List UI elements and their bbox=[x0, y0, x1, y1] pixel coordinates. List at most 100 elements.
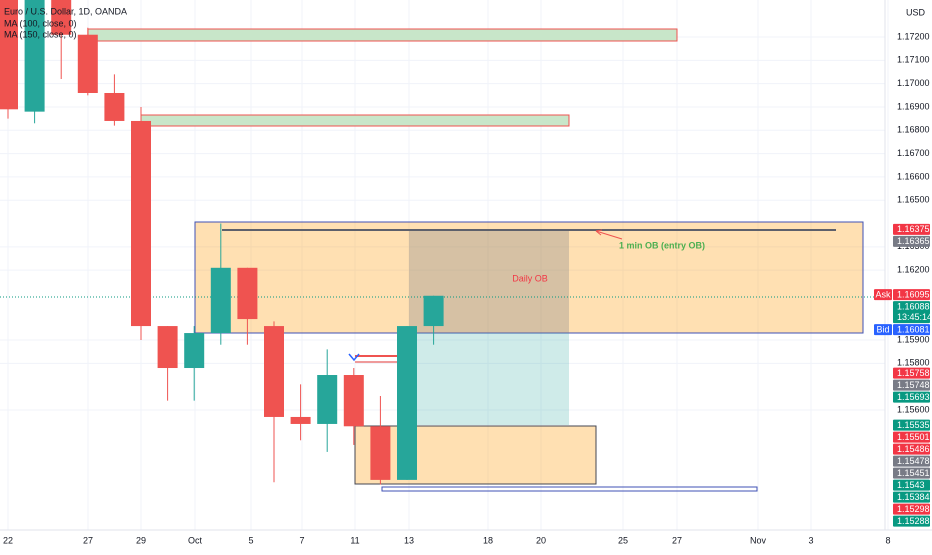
x-tick-label: 20 bbox=[536, 535, 546, 545]
price-tag bbox=[893, 515, 930, 527]
candle-body bbox=[131, 120, 151, 327]
countdown: 13:45:14 bbox=[897, 312, 932, 322]
price-tag-label: 1.15535 bbox=[897, 420, 930, 430]
y-tick-label: 1.16500 bbox=[897, 195, 930, 205]
price-tag-label: 1.15288 bbox=[897, 516, 930, 526]
candle-body bbox=[77, 34, 98, 93]
candles bbox=[0, 0, 444, 485]
price-tag-label: 1.15486 bbox=[897, 444, 930, 454]
candle-body bbox=[51, 0, 72, 35]
target-zone bbox=[409, 333, 569, 425]
x-tick-label: 25 bbox=[618, 535, 628, 545]
candle-body bbox=[24, 0, 45, 112]
x-tick-label: 11 bbox=[350, 535, 359, 545]
axes: 1.17200 1.17100 1.17000 1.16900 1.16800 1.167… bbox=[3, 31, 932, 545]
arrow-head bbox=[595, 229, 603, 236]
price-tag bbox=[893, 379, 930, 391]
daily-ob-zone bbox=[194, 221, 864, 334]
price-tag-label: 1.16081 bbox=[897, 324, 930, 334]
price-tag bbox=[893, 223, 930, 235]
candle-body bbox=[157, 326, 178, 369]
price-tag bbox=[893, 367, 930, 379]
y-tick-label: 1.16200 bbox=[897, 265, 930, 275]
x-tick-label: 3 bbox=[808, 535, 813, 545]
price-tag-label: 1.16365 bbox=[897, 236, 930, 246]
price-tag-label: 1.16088 bbox=[897, 301, 930, 311]
price-tag bbox=[893, 479, 930, 491]
x-tick-label: 29 bbox=[136, 535, 146, 545]
candle-body bbox=[237, 267, 258, 320]
marker bbox=[348, 353, 360, 362]
price-tag-label: 1.15478 bbox=[897, 456, 930, 466]
price-tag bbox=[893, 431, 930, 443]
x-tick-label: Nov bbox=[750, 535, 767, 545]
demand-zone bbox=[354, 425, 597, 485]
candle-body bbox=[423, 295, 444, 327]
price-tag bbox=[893, 419, 930, 431]
price-tag-label: 1.15298 bbox=[897, 504, 930, 514]
price-tag-label: 1.16095 bbox=[897, 289, 930, 299]
price-tag bbox=[893, 455, 930, 467]
side-tag-label: Bid bbox=[876, 324, 889, 334]
price-tag-label: 1.15501 bbox=[897, 432, 930, 442]
x-tick-label: 8 bbox=[885, 535, 890, 545]
candle-body bbox=[397, 326, 417, 480]
price-tag bbox=[893, 467, 930, 479]
currency-label: USD bbox=[906, 7, 926, 17]
x-tick-label: 27 bbox=[672, 535, 682, 545]
x-tick-label: 13 bbox=[404, 535, 414, 545]
price-tag bbox=[893, 289, 930, 301]
price-tag bbox=[893, 443, 930, 455]
x-tick-label: 7 bbox=[299, 535, 304, 545]
candle-body bbox=[317, 375, 338, 424]
price-tag-label: 1.15693 bbox=[897, 392, 930, 402]
y-tick-label: 1.16700 bbox=[897, 148, 930, 158]
annotation: 1 min OB (entry OB) bbox=[619, 240, 705, 250]
price-tag bbox=[893, 503, 930, 515]
price-tag bbox=[893, 324, 930, 336]
x-tick-label: Oct bbox=[188, 535, 203, 545]
price-tag-label: 1.15451 bbox=[897, 468, 930, 478]
level-box bbox=[381, 486, 758, 492]
price-tag bbox=[893, 235, 930, 247]
y-tick-label: 1.16900 bbox=[897, 101, 930, 111]
indicator-label: MA (100, close, 0) bbox=[4, 18, 77, 28]
chart-title: Euro / U.S. Dollar, 1D, OANDA bbox=[4, 6, 127, 16]
side-tag-label: Ask bbox=[875, 289, 891, 299]
candle-body bbox=[343, 375, 364, 427]
side-tag bbox=[874, 289, 892, 301]
y-tick-label: 1.15800 bbox=[897, 358, 930, 368]
candle-body bbox=[264, 326, 284, 417]
y-tick-label: 1.17000 bbox=[897, 78, 930, 88]
candle-body bbox=[184, 333, 205, 369]
price-tag-label: 1.1543 bbox=[897, 480, 925, 490]
y-tick-label: 1.16600 bbox=[897, 171, 930, 181]
candle-body bbox=[104, 92, 125, 121]
y-tick-label: 1.17100 bbox=[897, 55, 930, 65]
y-tick-label: 1.16800 bbox=[897, 125, 930, 135]
x-tick-label: 27 bbox=[83, 535, 93, 545]
x-tick-label: 18 bbox=[483, 535, 493, 545]
candle-body bbox=[0, 0, 18, 110]
price-tag bbox=[893, 491, 930, 503]
candle-body bbox=[210, 267, 231, 334]
indicator-label: MA (150, close, 0) bbox=[4, 29, 77, 39]
arrow bbox=[595, 230, 623, 240]
supply-zone bbox=[87, 28, 678, 42]
price-tag bbox=[893, 391, 930, 403]
supply-zone bbox=[140, 114, 570, 127]
side-tag bbox=[874, 324, 892, 336]
price-tag bbox=[893, 301, 930, 324]
price-tag-label: 1.15748 bbox=[897, 380, 930, 390]
price-tag-label: 1.15384 bbox=[897, 492, 930, 502]
y-tick-label: 1.15900 bbox=[897, 334, 930, 344]
x-tick-label: 22 bbox=[3, 535, 13, 545]
y-tick-label: 1.17200 bbox=[897, 31, 930, 41]
candle-body bbox=[290, 416, 311, 424]
x-tick-label: 5 bbox=[248, 535, 253, 545]
candle-body bbox=[370, 426, 391, 480]
price-tag-label: 1.16375 bbox=[897, 224, 930, 234]
price-tag-label: 1.15758 bbox=[897, 368, 930, 378]
annotation: Daily OB bbox=[512, 273, 548, 283]
